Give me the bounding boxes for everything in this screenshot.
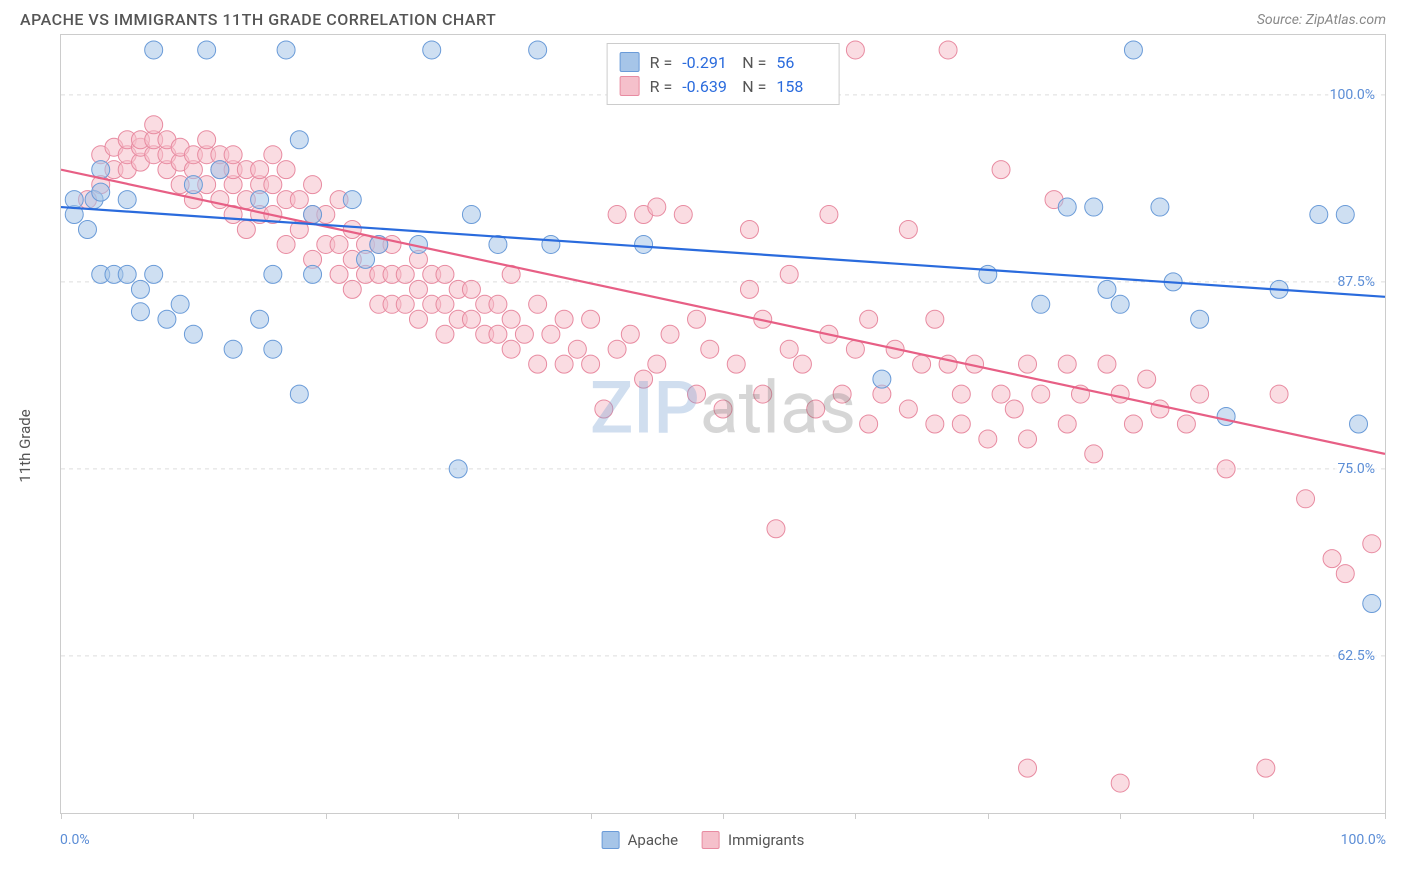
x-max-label: 100.0%: [1341, 832, 1386, 848]
y-tick-label: 87.5%: [1335, 274, 1377, 290]
x-tick: [458, 813, 459, 819]
chart-title: APACHE VS IMMIGRANTS 11TH GRADE CORRELAT…: [20, 10, 496, 29]
immigrants-r-value: -0.639: [682, 77, 732, 96]
immigrants-swatch-icon: [702, 831, 720, 849]
apache-r-value: -0.291: [682, 53, 732, 72]
legend-item-apache: Apache: [602, 831, 678, 849]
immigrants-swatch-icon: [620, 76, 640, 96]
x-tick: [855, 813, 856, 819]
x-tick: [193, 813, 194, 819]
apache-n-value: 56: [776, 53, 826, 72]
y-axis-label: 11th Grade: [16, 409, 34, 482]
chart-plot-area: ZIPatlas R = -0.291 N = 56 R = -0.639 N …: [60, 34, 1386, 814]
bottom-legend: Apache Immigrants: [602, 831, 805, 849]
x-tick: [723, 813, 724, 819]
legend-label: Immigrants: [728, 831, 804, 849]
stats-row-apache: R = -0.291 N = 56: [620, 50, 827, 74]
stats-row-immigrants: R = -0.639 N = 158: [620, 74, 827, 98]
x-tick: [988, 813, 989, 819]
y-tick-label: 75.0%: [1335, 461, 1377, 477]
x-tick: [326, 813, 327, 819]
n-label: N =: [742, 77, 766, 96]
x-min-label: 0.0%: [60, 832, 90, 848]
immigrants-n-value: 158: [776, 77, 826, 96]
legend-label: Apache: [628, 831, 678, 849]
x-tick: [591, 813, 592, 819]
scatter-svg: [61, 35, 1385, 813]
x-tick: [1253, 813, 1254, 819]
r-label: R =: [650, 77, 673, 96]
chart-source: Source: ZipAtlas.com: [1257, 12, 1386, 28]
y-tick-label: 62.5%: [1335, 648, 1377, 664]
legend-item-immigrants: Immigrants: [702, 831, 804, 849]
x-tick: [1385, 813, 1386, 819]
x-tick: [61, 813, 62, 819]
stats-legend: R = -0.291 N = 56 R = -0.639 N = 158: [607, 43, 840, 105]
x-tick: [1120, 813, 1121, 819]
apache-swatch-icon: [620, 52, 640, 72]
y-tick-label: 100.0%: [1328, 87, 1377, 103]
apache-swatch-icon: [602, 831, 620, 849]
n-label: N =: [742, 53, 766, 72]
r-label: R =: [650, 53, 673, 72]
